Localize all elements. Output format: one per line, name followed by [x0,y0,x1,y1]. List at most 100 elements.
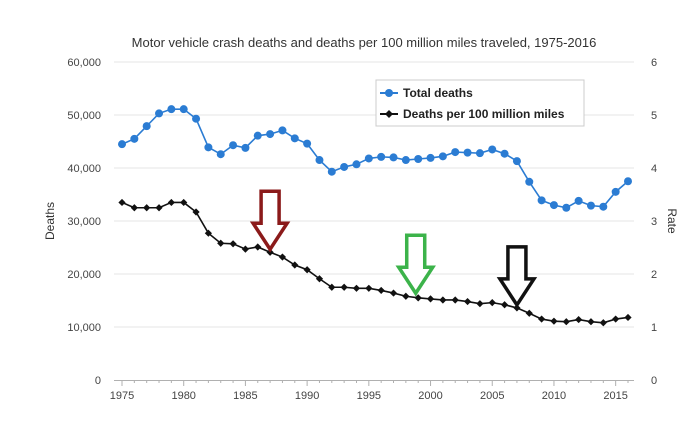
point-rate [130,204,138,212]
point-total-deaths [537,196,546,205]
point-total-deaths [475,149,484,158]
legend-rate-marker [385,110,393,118]
point-rate [476,300,484,308]
legend-box [375,79,585,127]
point-rate [118,198,126,207]
point-total-deaths [179,105,188,114]
point-rate [426,295,435,303]
legend: Total deaths Deaths per 100 million mile… [375,79,585,127]
series-layer [118,105,632,327]
y-tick-label-right: 0 [651,375,657,387]
point-total-deaths [303,139,312,148]
point-total-deaths [586,201,595,210]
point-total-deaths [463,148,472,157]
y-tick-label-right: 3 [651,216,657,228]
point-total-deaths [500,149,509,158]
point-total-deaths [278,126,287,135]
point-total-deaths [290,134,299,143]
point-total-deaths [438,152,447,161]
y-tick-label-left: 30,000 [67,216,101,228]
point-rate [340,283,348,291]
point-total-deaths [118,140,126,149]
point-rate [217,239,225,247]
point-total-deaths [414,154,423,163]
point-total-deaths [525,177,534,186]
point-rate [167,198,175,207]
point-rate [303,266,311,274]
point-rate [525,309,533,317]
point-rate [192,208,200,216]
point-total-deaths [204,143,213,152]
legend-total-deaths-marker [385,89,393,97]
point-rate [451,296,459,304]
point-total-deaths [488,145,497,154]
point-rate [241,245,250,253]
point-total-deaths [401,156,410,165]
series-line-1 [121,201,629,324]
point-total-deaths [241,143,250,152]
point-total-deaths [229,141,238,150]
point-total-deaths [389,153,398,162]
point-total-deaths [377,152,386,161]
point-total-deaths [130,134,139,143]
y-tick-label-right: 2 [651,269,657,281]
point-rate [254,243,262,251]
legend-rate-label: Deaths per 100 million miles [403,107,565,121]
point-rate [624,313,632,322]
point-total-deaths [266,130,275,139]
point-rate [352,284,361,292]
y-tick-label-right: 1 [651,322,657,334]
x-tick-label: 1995 [357,390,381,402]
annotation-arrow-0 [249,189,291,253]
y-tick-label-right: 6 [651,57,657,69]
point-rate [500,301,509,309]
point-total-deaths [216,150,225,159]
point-total-deaths [352,160,361,169]
point-total-deaths [253,131,262,140]
point-rate [365,284,373,292]
point-rate [599,319,607,327]
point-total-deaths [155,109,164,118]
point-total-deaths [599,202,608,211]
point-rate [488,299,496,307]
x-tick-label: 2015 [603,390,627,402]
y-axis-left-title: Deaths [43,202,57,240]
x-tick-label: 1990 [295,390,319,402]
y-axis-right-title: Rate [665,208,679,234]
point-rate [377,286,385,295]
point-total-deaths [327,167,336,176]
point-rate [315,275,324,283]
point-rate [229,240,237,248]
y-tick-label-left: 60,000 [67,57,101,69]
point-total-deaths [549,201,558,210]
chart-title: Motor vehicle crash deaths and deaths pe… [132,35,597,50]
point-rate [587,318,595,326]
point-rate [550,317,558,325]
x-axis: 1975 1980 1985 1990 1995 2000 2005 2010 2015 [110,380,634,402]
point-rate [389,289,398,297]
point-total-deaths [512,157,521,166]
point-rate [278,253,287,261]
point-total-deaths [340,162,349,171]
x-tick-label: 1985 [233,390,257,402]
point-rate [204,229,212,237]
x-tick-label: 2005 [480,390,504,402]
y-tick-label-left: 10,000 [67,322,101,334]
annotation-arrow-2 [496,245,538,309]
point-rate [180,198,188,207]
x-tick-label: 1980 [171,390,195,402]
point-total-deaths [562,203,571,212]
y-tick-label-left: 0 [95,375,101,387]
point-rate [439,296,447,304]
point-total-deaths [364,154,373,163]
point-total-deaths [142,122,151,131]
point-total-deaths [167,105,176,114]
y-axis-right-ticks: 0 1 2 3 4 5 6 [651,57,657,387]
point-rate [291,261,299,269]
point-total-deaths [192,114,201,123]
point-total-deaths [624,177,632,186]
y-tick-label-left: 40,000 [67,163,101,175]
x-tick-label: 2000 [418,390,442,402]
point-rate [612,315,620,323]
